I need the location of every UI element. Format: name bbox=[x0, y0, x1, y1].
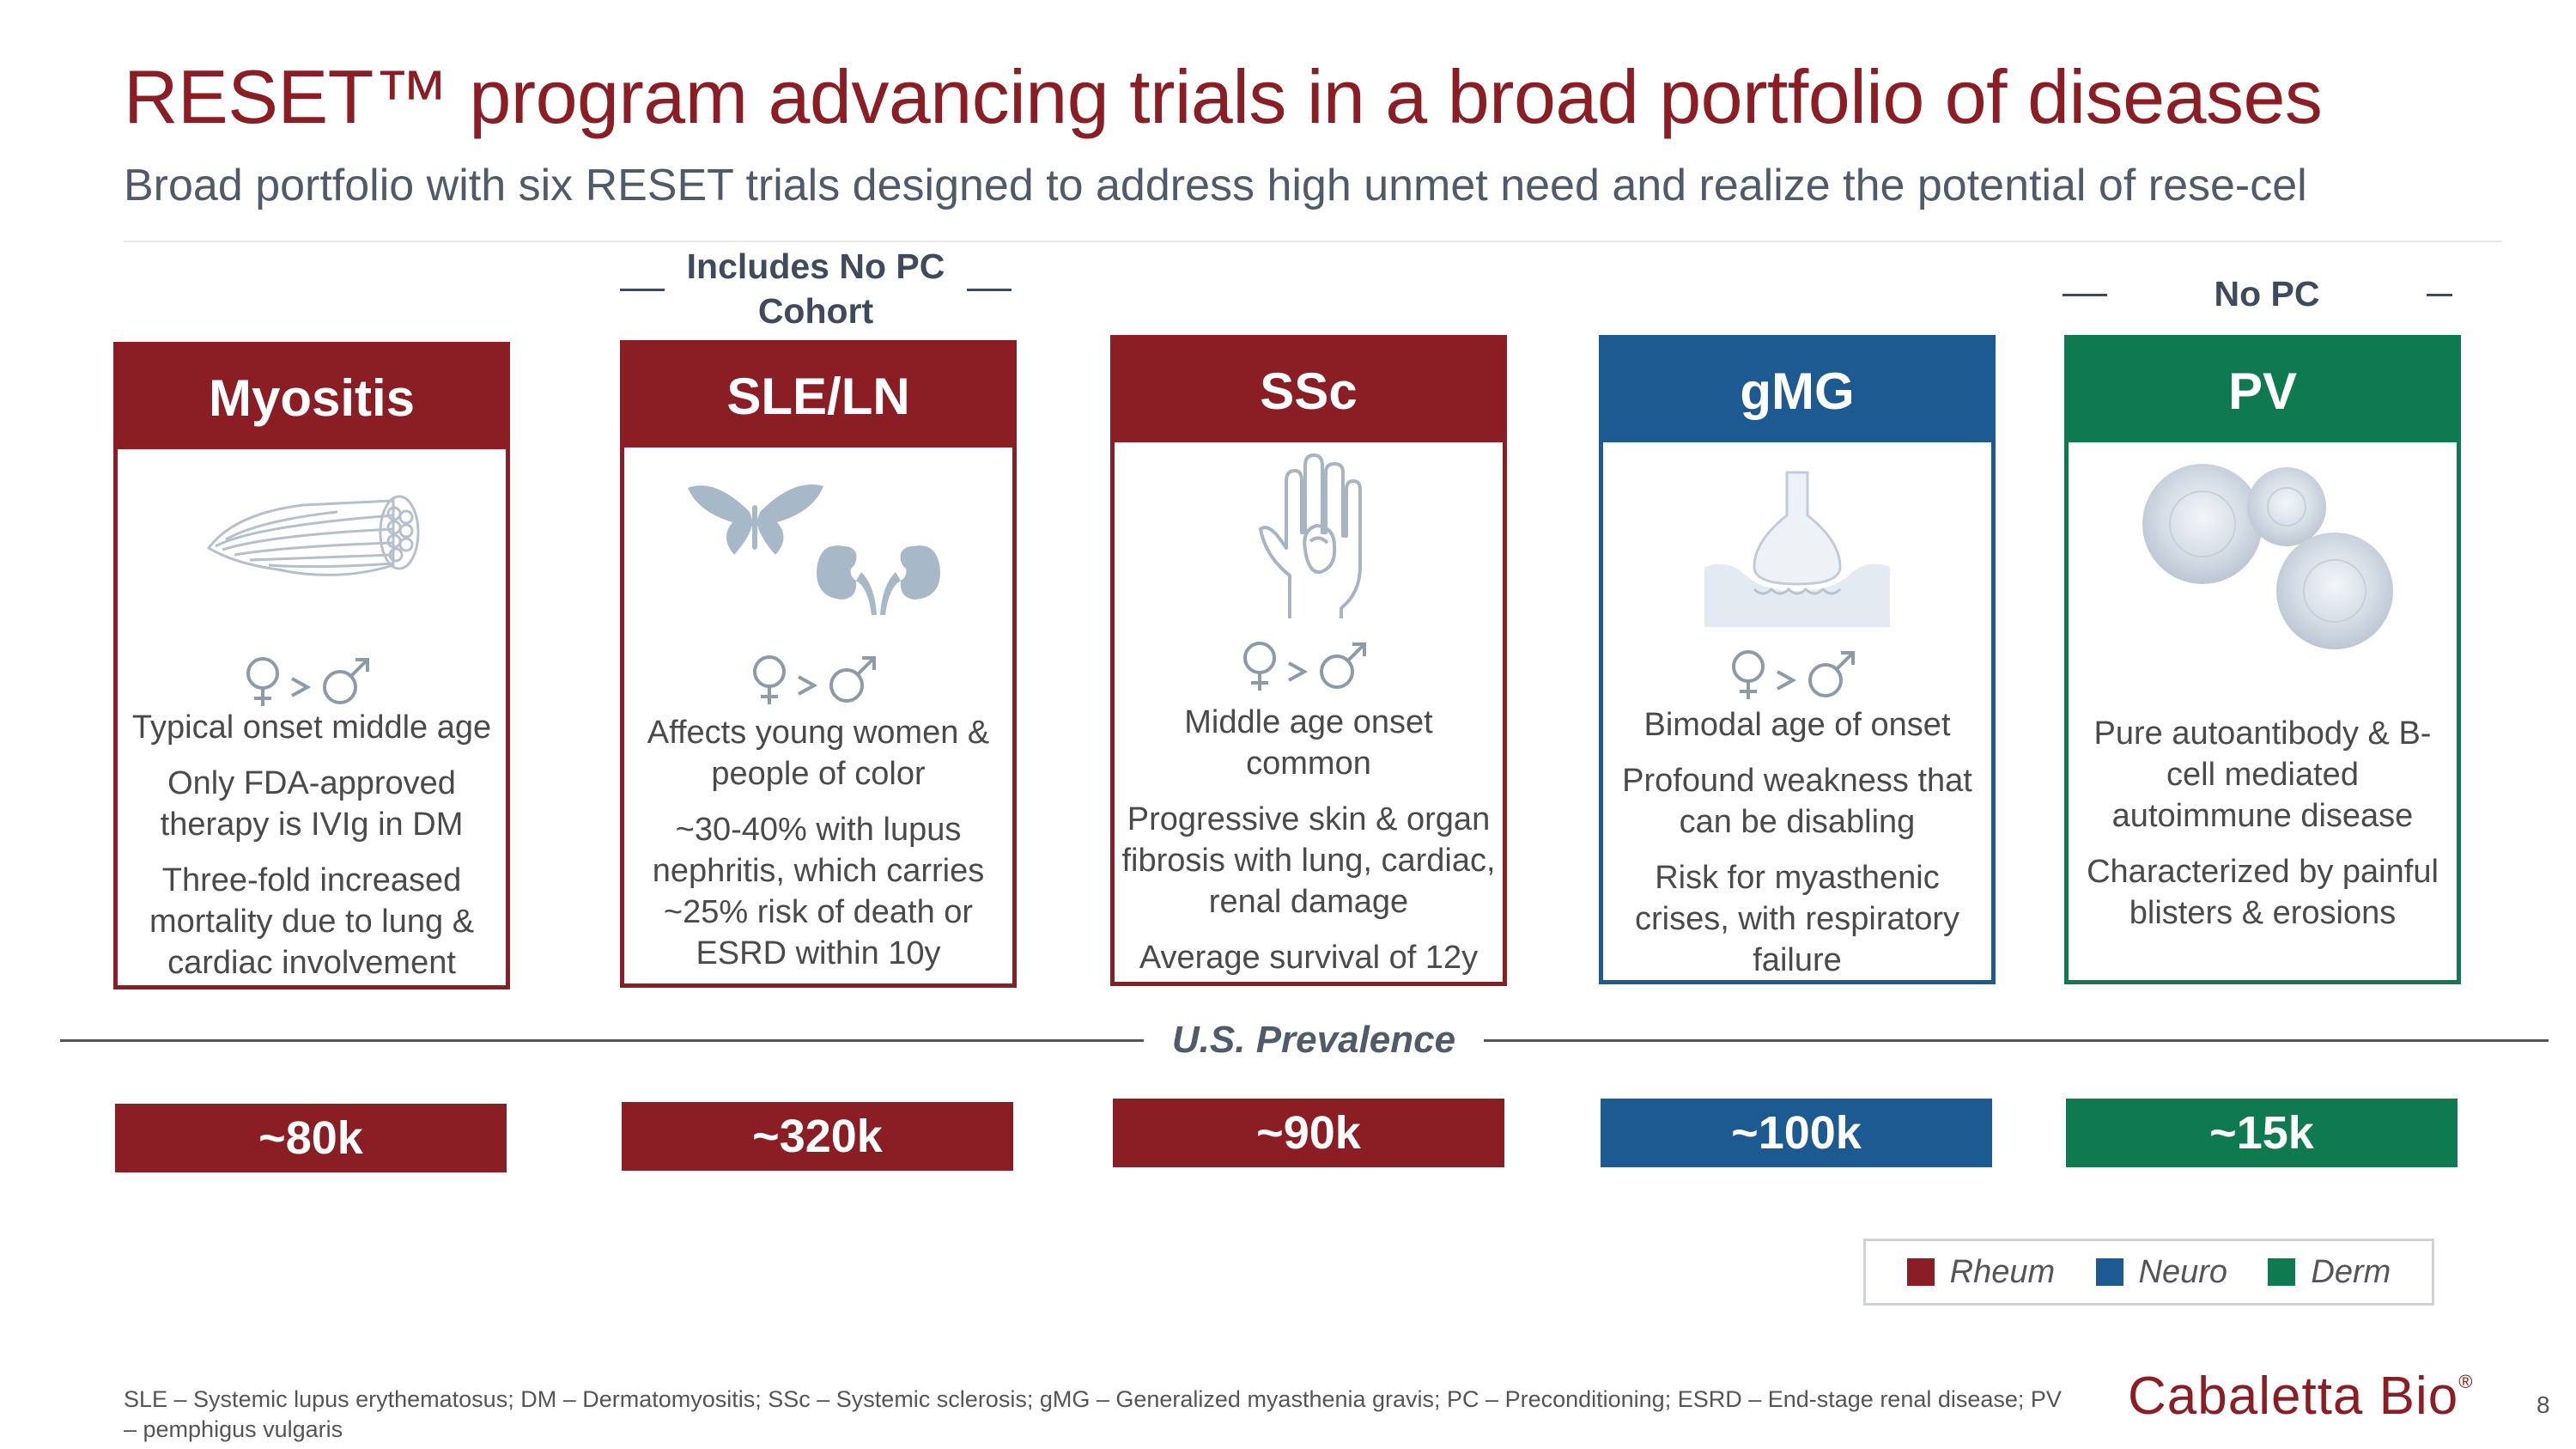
cells-icon bbox=[2069, 447, 2457, 670]
legend-swatch-rheum bbox=[1906, 1258, 1935, 1286]
prevalence-pv: ~15k bbox=[2066, 1099, 2458, 1167]
sle-note-line2: Cohort bbox=[757, 291, 874, 331]
disease-card-gmg: gMG Bimodal age of o bbox=[1599, 335, 1996, 984]
bullet: Average survival of 12y bbox=[1139, 940, 1479, 976]
company-logo: Cabaletta Bio® bbox=[2128, 1366, 2473, 1427]
bullet: Only FDA-approved therapy is IVIg in DM bbox=[160, 765, 464, 843]
slide-title: RESET™ program advancing trials in a bro… bbox=[124, 54, 2323, 139]
bullet: Profound weakness that can be disabling bbox=[1622, 763, 1972, 840]
pv-no-pc-note: No PC bbox=[2214, 274, 2320, 314]
sex-ratio-icon bbox=[624, 651, 1012, 720]
sle-note-dash-right bbox=[967, 289, 1012, 291]
prevalence-gmg: ~100k bbox=[1601, 1099, 1992, 1167]
sle-note-dash-left bbox=[620, 289, 665, 291]
bullet: Middle age onset common bbox=[1184, 704, 1433, 782]
bullet: Risk for myasthenic crises, with respira… bbox=[1635, 860, 1959, 978]
card-header-myositis: Myositis bbox=[118, 346, 506, 449]
card-header-pv: PV bbox=[2069, 339, 2457, 442]
legend-item-rheum: Rheum bbox=[1906, 1253, 2056, 1291]
prevalence-sle-ln: ~320k bbox=[622, 1102, 1013, 1171]
card-header-gmg: gMG bbox=[1603, 339, 1991, 442]
header-divider bbox=[124, 240, 2502, 242]
sex-ratio-icon bbox=[1115, 637, 1503, 706]
card-header-ssc: SSc bbox=[1115, 339, 1503, 442]
bullet: Three-fold increased mortality due to lu… bbox=[149, 862, 475, 981]
hand-icon bbox=[1115, 447, 1503, 644]
logo-text: Cabaletta Bio bbox=[2128, 1367, 2459, 1426]
page-number: 8 bbox=[2537, 1391, 2550, 1418]
category-legend: Rheum Neuro Derm bbox=[1863, 1239, 2434, 1306]
footnote-abbreviations: SLE – Systemic lupus erythematosus; DM –… bbox=[124, 1386, 2062, 1442]
synapse-icon bbox=[1603, 447, 1991, 644]
legend-item-neuro: Neuro bbox=[2095, 1253, 2228, 1291]
legend-item-derm: Derm bbox=[2268, 1254, 2391, 1291]
bullet: Characterized by painful blisters & eros… bbox=[2087, 854, 2439, 931]
sex-ratio-icon bbox=[118, 653, 506, 721]
legend-swatch-neuro bbox=[2095, 1258, 2123, 1286]
prevalence-divider-right bbox=[1484, 1039, 2549, 1042]
prevalence-ssc: ~90k bbox=[1113, 1099, 1504, 1167]
bullet: Progressive skin & organ fibrosis with l… bbox=[1121, 801, 1496, 920]
prevalence-myositis: ~80k bbox=[115, 1104, 507, 1172]
slide-subtitle: Broad portfolio with six RESET trials de… bbox=[124, 161, 2307, 210]
bullet: Affects young women & people of color bbox=[647, 715, 990, 792]
bullet: Bimodal age of onset bbox=[1643, 707, 1951, 743]
disease-card-pv: PV Pure autoantibody & B-ce bbox=[2064, 335, 2461, 984]
legend-swatch-derm bbox=[2268, 1258, 2296, 1286]
bullet: Typical onset middle age bbox=[131, 709, 492, 746]
muscle-icon bbox=[118, 454, 506, 651]
registered-mark: ® bbox=[2458, 1371, 2474, 1392]
butterfly-kidney-icon bbox=[624, 452, 1012, 649]
disease-card-ssc: SSc Middle age onset common Pr bbox=[1110, 335, 1507, 986]
disease-card-sle-ln: SLE/LN bbox=[620, 340, 1017, 988]
bullet: ~30-40% with lupus nephritis, which carr… bbox=[652, 812, 985, 971]
sex-ratio-icon bbox=[1603, 646, 1991, 715]
sle-note-line1: Includes No PC bbox=[686, 247, 945, 286]
legend-label: Derm bbox=[2311, 1253, 2391, 1290]
card-header-sle-ln: SLE/LN bbox=[624, 344, 1012, 447]
pv-note-dash-left bbox=[2063, 294, 2107, 296]
prevalence-label: U.S. Prevalence bbox=[1171, 1019, 1456, 1061]
bullet: Pure autoantibody & B-cell mediated auto… bbox=[2093, 715, 2432, 834]
legend-label: Rheum bbox=[1949, 1253, 2056, 1290]
sle-cohort-note: Includes No PC Cohort bbox=[670, 244, 962, 333]
disease-card-myositis: Myositis bbox=[113, 342, 510, 989]
prevalence-divider-left bbox=[60, 1039, 1144, 1042]
pv-note-dash-right bbox=[2427, 294, 2452, 296]
legend-label: Neuro bbox=[2138, 1253, 2228, 1290]
